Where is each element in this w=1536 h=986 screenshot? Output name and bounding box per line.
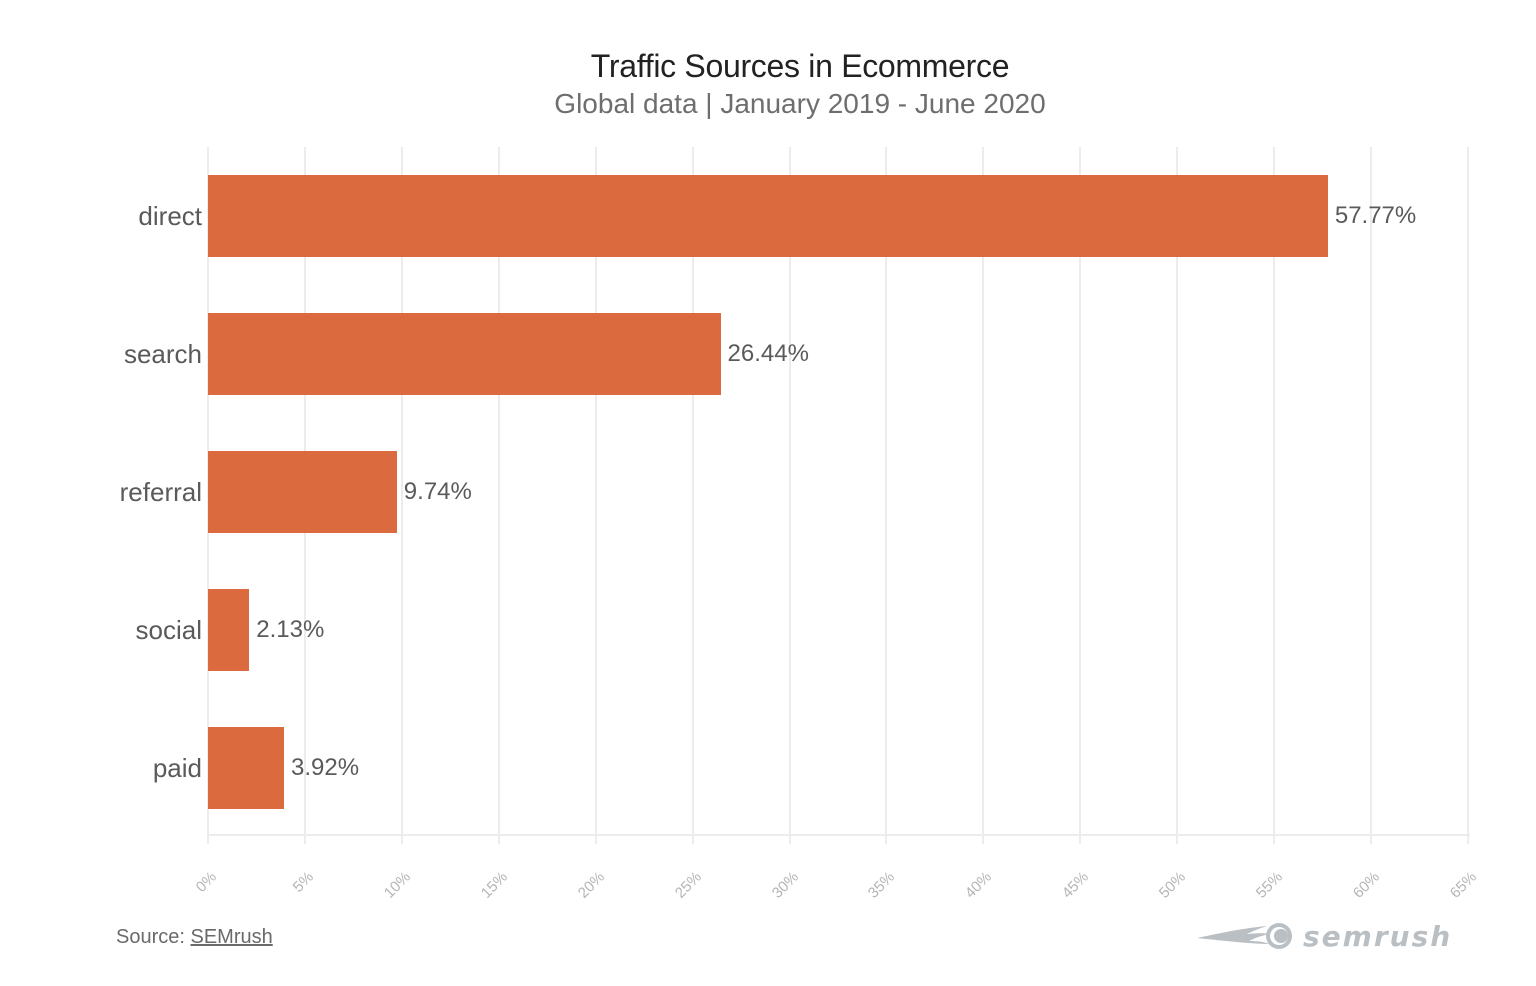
gridline — [1176, 147, 1179, 844]
chart-subtitle: Global data | January 2019 - June 2020 — [554, 88, 1046, 119]
value-label: 9.74% — [403, 478, 472, 505]
gridline — [497, 147, 500, 844]
gridline — [400, 147, 403, 844]
gridline — [1079, 147, 1082, 844]
x-tick-label: 35% — [865, 868, 899, 902]
x-tick-label: 30% — [768, 868, 802, 902]
bar-direct[interactable] — [208, 175, 1328, 257]
x-tick-label: 15% — [477, 868, 511, 902]
gridline — [1273, 147, 1276, 844]
semrush-logo: semrush — [1195, 918, 1452, 954]
x-tick-label: 50% — [1155, 868, 1190, 902]
category-label: social — [135, 615, 202, 645]
value-label: 57.77% — [1334, 202, 1417, 229]
bar-referral[interactable] — [208, 451, 397, 533]
gridline — [982, 147, 985, 844]
x-tick-label: 10% — [380, 868, 414, 902]
x-tick-label: 40% — [962, 868, 996, 902]
x-tick-label: 60% — [1349, 868, 1384, 902]
x-tick-label: 0% — [192, 868, 221, 896]
bar-social[interactable] — [208, 589, 250, 671]
source-note: Source: SEMrush — [116, 926, 273, 949]
semrush-wordmark: semrush — [1303, 919, 1453, 953]
source-prefix: Source: — [116, 926, 191, 948]
gridline — [691, 147, 694, 844]
bar-search[interactable] — [208, 313, 721, 395]
x-tick-label: 20% — [574, 868, 608, 902]
gridline — [1467, 147, 1469, 844]
category-label: direct — [138, 201, 202, 231]
gridline — [788, 147, 791, 844]
category-label: referral — [119, 477, 202, 507]
x-tick-label: 25% — [671, 868, 705, 902]
category-label: search — [123, 339, 202, 369]
x-tick-label: 45% — [1059, 868, 1093, 902]
bar-paid[interactable] — [208, 727, 284, 809]
semrush-fireball-icon — [1197, 923, 1292, 949]
value-label: 3.92% — [290, 754, 360, 781]
x-axis-line — [208, 834, 1470, 836]
x-tick-label: 55% — [1252, 868, 1287, 902]
gridline — [885, 147, 888, 844]
x-tick-label: 65% — [1446, 868, 1481, 902]
value-label: 26.44% — [727, 340, 809, 367]
category-label: paid — [152, 753, 202, 783]
chart-title: Traffic Sources in Ecommerce — [590, 48, 1010, 84]
x-tick-label: 5% — [289, 868, 317, 896]
gridline — [594, 147, 597, 844]
value-label: 2.13% — [256, 616, 325, 643]
source-link[interactable]: SEMrush — [190, 926, 273, 948]
plot-area: 57.77% 26.44% 9.74% 2.13% 3.92% — [207, 147, 1470, 844]
gridline — [1370, 147, 1373, 844]
